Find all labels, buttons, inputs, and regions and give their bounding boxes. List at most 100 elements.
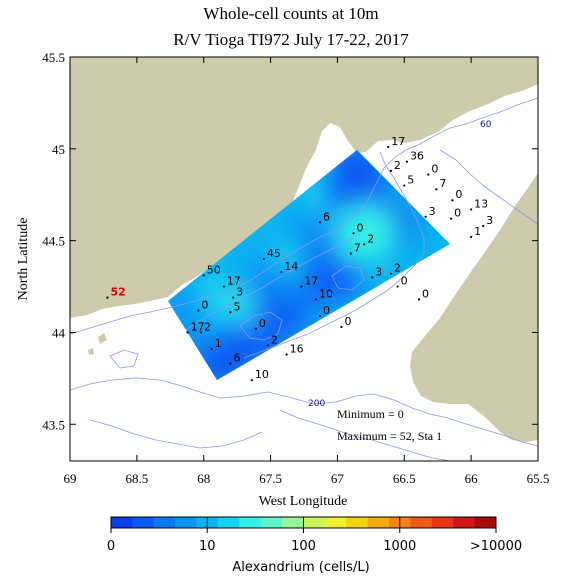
station-count-30: 2 bbox=[394, 159, 401, 172]
station-count-1: 50 bbox=[207, 264, 221, 277]
station-count-15: 14 bbox=[284, 260, 298, 273]
station-marker-12 bbox=[285, 353, 288, 356]
field-cell-19 bbox=[333, 199, 398, 264]
station-count-17: 10 bbox=[319, 287, 333, 300]
station-marker-4 bbox=[197, 309, 200, 312]
x-tick-label-7: 65.5 bbox=[527, 471, 550, 486]
colorbar-tick-label-2: 100 bbox=[291, 539, 316, 554]
isobath-gulf-1 bbox=[89, 419, 263, 449]
station-marker-34 bbox=[451, 199, 454, 202]
isobath-contours bbox=[70, 97, 538, 461]
station-count-21: 0 bbox=[356, 221, 363, 234]
x-tick-label-1: 68.5 bbox=[125, 471, 148, 486]
land-islet-2 bbox=[88, 348, 94, 355]
station-count-36: 13 bbox=[474, 197, 488, 210]
x-axis-label: West Longitude bbox=[259, 494, 348, 509]
station-count-4: 0 bbox=[201, 298, 208, 311]
station-marker-31 bbox=[427, 173, 430, 176]
station-count-8: 1 bbox=[215, 337, 222, 350]
station-count-28: 17 bbox=[391, 135, 405, 148]
isobath-200m bbox=[70, 377, 538, 447]
colorbar-swatch-8 bbox=[282, 517, 304, 528]
station-marker-2 bbox=[222, 285, 225, 288]
colorbar-label: Alexandrium (cells/L) bbox=[232, 560, 369, 575]
station-count-11: 6 bbox=[233, 352, 240, 365]
map-subtitle: R/V Tioga TI972 July 17-22, 2017 bbox=[173, 30, 409, 49]
station-marker-23 bbox=[363, 243, 366, 246]
station-count-3: 3 bbox=[236, 286, 243, 299]
station-marker-22 bbox=[349, 252, 352, 255]
isobath-inner-shelf bbox=[185, 233, 361, 331]
y-tick-label-1: 45 bbox=[52, 142, 65, 157]
station-count-14: 45 bbox=[267, 247, 281, 260]
station-count-6: 2 bbox=[204, 320, 211, 333]
station-count-2: 17 bbox=[227, 275, 241, 288]
station-marker-24 bbox=[371, 276, 374, 279]
station-count-23: 2 bbox=[367, 232, 374, 245]
colorbar-swatch-14 bbox=[410, 517, 433, 528]
station-marker-5 bbox=[186, 331, 189, 334]
station-count-35: 3 bbox=[429, 205, 436, 218]
isobath-deep-north bbox=[439, 149, 538, 225]
colorbar-ticks: 0 10 100 1000 >10000 bbox=[107, 517, 522, 554]
x-tick-label-2: 68 bbox=[197, 471, 210, 486]
station-marker-13 bbox=[250, 379, 253, 382]
station-marker-10 bbox=[266, 344, 269, 347]
station-count-27: 0 bbox=[422, 287, 429, 300]
colorbar-swatch-1 bbox=[132, 517, 155, 528]
station-marker-21 bbox=[352, 232, 355, 235]
station-count-39: 1 bbox=[474, 225, 481, 238]
station-count-16: 17 bbox=[304, 275, 318, 288]
x-axis-ticks: 69 68.5 68 67.5 67 66.5 66 65.5 bbox=[64, 57, 550, 486]
station-count-7: 5 bbox=[233, 300, 240, 313]
station-marker-36 bbox=[470, 208, 473, 211]
y-tick-label-0: 45.5 bbox=[42, 50, 65, 65]
station-marker-28 bbox=[387, 145, 390, 149]
station-count-33: 7 bbox=[439, 177, 446, 190]
colorbar-swatch-3 bbox=[175, 517, 197, 528]
station-count-12: 16 bbox=[290, 342, 304, 355]
isobath-gulf-2 bbox=[279, 409, 451, 461]
station-marker-1 bbox=[202, 274, 205, 277]
maximum-label: Maximum = 52, Sta 1 bbox=[337, 429, 442, 443]
station-count-26: 0 bbox=[401, 275, 408, 288]
plot-frame bbox=[69, 56, 539, 462]
station-marker-30 bbox=[389, 169, 393, 172]
station-count-24: 3 bbox=[375, 265, 382, 278]
isobath-60m bbox=[70, 97, 538, 335]
station-count-19: 0 bbox=[344, 315, 351, 328]
station-count-38: 3 bbox=[486, 214, 493, 227]
colorbar-swatch-17 bbox=[474, 517, 497, 528]
station-marker-9 bbox=[254, 327, 257, 330]
station-marker-38 bbox=[482, 224, 485, 228]
colorbar-swatch-10 bbox=[324, 517, 347, 528]
x-tick-label-5: 66.5 bbox=[393, 471, 416, 486]
isobath-label-60: 60 bbox=[480, 120, 492, 130]
station-marker-32 bbox=[403, 184, 406, 187]
isobath-swirl-2 bbox=[331, 265, 365, 291]
colorbar-tick-label-3: 1000 bbox=[383, 539, 416, 554]
land-islet-1 bbox=[98, 333, 107, 344]
y-tick-label-2: 44.5 bbox=[42, 234, 65, 249]
station-marker-7 bbox=[229, 311, 232, 314]
station-count-29: 36 bbox=[410, 150, 424, 163]
x-tick-label-4: 67 bbox=[331, 471, 345, 486]
colorbar-tick-label-1: 10 bbox=[199, 539, 216, 554]
station-marker-19 bbox=[340, 325, 343, 329]
colorbar-tick-label-4: >10000 bbox=[470, 539, 522, 554]
colorbar-swatch-0 bbox=[111, 517, 133, 528]
station-count-37: 0 bbox=[454, 207, 461, 220]
station-marker-27 bbox=[417, 298, 421, 301]
station-marker-16 bbox=[300, 285, 303, 288]
colorbar-swatch-12 bbox=[367, 517, 390, 528]
y-tick-label-4: 43.5 bbox=[42, 417, 65, 432]
colorbar-swatch-15 bbox=[431, 517, 454, 528]
colorbar-swatch-9 bbox=[303, 517, 326, 528]
station-count-34: 0 bbox=[455, 188, 462, 201]
x-tick-label-3: 67.5 bbox=[259, 471, 282, 486]
station-marker-6 bbox=[199, 331, 203, 334]
station-count-5: 17 bbox=[191, 320, 205, 333]
station-marker-39 bbox=[470, 235, 473, 239]
